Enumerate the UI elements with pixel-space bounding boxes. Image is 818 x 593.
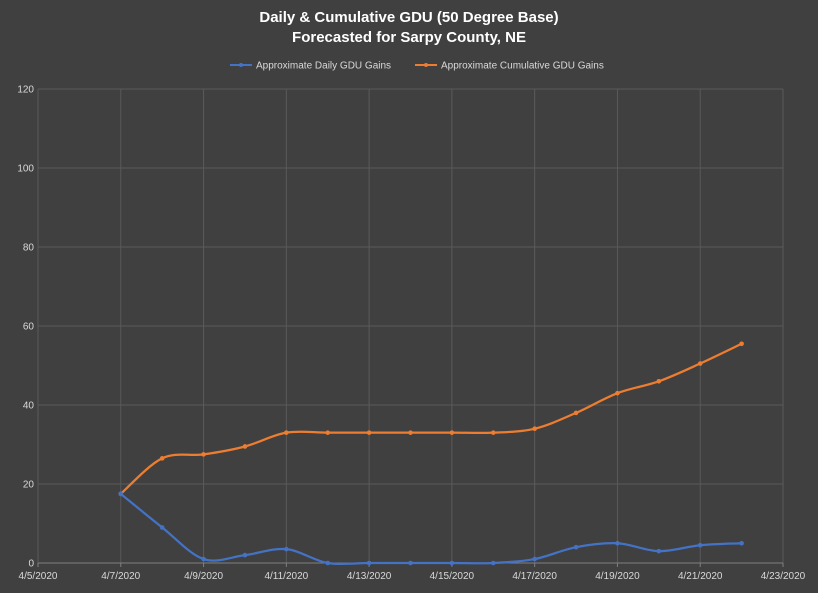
data-point-cumulative [201,452,206,457]
data-point-daily [284,546,289,552]
data-point-cumulative [449,430,455,435]
data-point-daily [366,560,372,566]
y-tick-label: 0 [28,559,34,570]
legend-marker-daily [239,63,243,67]
data-point-daily [242,552,248,558]
legend-marker-cumulative [424,63,428,67]
data-point-cumulative [490,430,496,435]
data-point-daily [201,556,206,562]
legend-label-cumulative: Approximate Cumulative GDU Gains [441,61,604,72]
data-point-daily [573,544,579,550]
chart-title-line-2: Forecasted for Sarpy County, NE [292,29,526,46]
data-point-cumulative [325,430,331,435]
x-tick-label: 4/17/2020 [512,571,557,582]
x-tick-label: 4/19/2020 [595,571,640,582]
data-point-cumulative [697,361,703,366]
legend-item-cumulative: Approximate Cumulative GDU Gains [415,61,604,72]
x-tick-label: 4/11/2020 [264,571,308,582]
y-tick-label: 80 [23,243,35,254]
data-point-daily [615,540,620,546]
chart-title: Daily & Cumulative GDU (50 Degree Base) … [259,9,558,46]
x-tick-label: 4/13/2020 [347,571,392,582]
data-point-daily [159,525,165,530]
data-point-daily [739,540,744,546]
series-layer [118,341,744,566]
data-point-daily [656,548,662,554]
axis-layer: 0 20 40 60 80 100 120 4/5/2020 4/7/2020 4/9/2020 4… [17,85,805,583]
data-point-daily [532,556,537,562]
data-point-cumulative [159,456,165,461]
data-point-daily [449,560,455,566]
data-point-cumulative [408,430,413,435]
data-point-daily [118,491,124,497]
y-tick-label: 20 [23,480,35,491]
data-point-daily [697,542,703,548]
series-line-daily [120,493,742,566]
data-point-cumulative [242,444,248,449]
data-point-cumulative [366,430,372,435]
legend: Approximate Daily GDU Gains Approximate … [230,61,604,72]
legend-label-daily: Approximate Daily GDU Gains [256,61,391,72]
grid-layer [37,88,784,563]
data-point-cumulative [532,426,537,432]
data-point-daily [325,560,331,566]
data-point-daily [408,560,413,566]
data-point-cumulative [573,410,579,416]
x-tick-label: 4/5/2020 [19,571,58,582]
x-tick-label: 4/21/2020 [678,571,723,582]
y-tick-label: 100 [17,164,34,175]
data-point-cumulative [739,341,744,347]
x-tick-label: 4/9/2020 [184,571,223,582]
data-point-daily [490,560,496,566]
data-point-cumulative [284,430,289,435]
x-tick-label: 4/23/2020 [761,571,806,582]
x-tick-label: 4/7/2020 [101,571,140,582]
data-point-cumulative [615,390,620,396]
x-tick-label: 4/15/2020 [430,571,475,582]
data-point-cumulative [656,379,662,384]
y-tick-label: 120 [17,85,34,96]
series-line-cumulative [120,342,743,495]
y-tick-label: 60 [23,322,35,333]
chart-title-line-1: Daily & Cumulative GDU (50 Degree Base) [259,9,558,26]
y-tick-label: 40 [23,401,35,412]
legend-item-daily: Approximate Daily GDU Gains [230,61,391,72]
